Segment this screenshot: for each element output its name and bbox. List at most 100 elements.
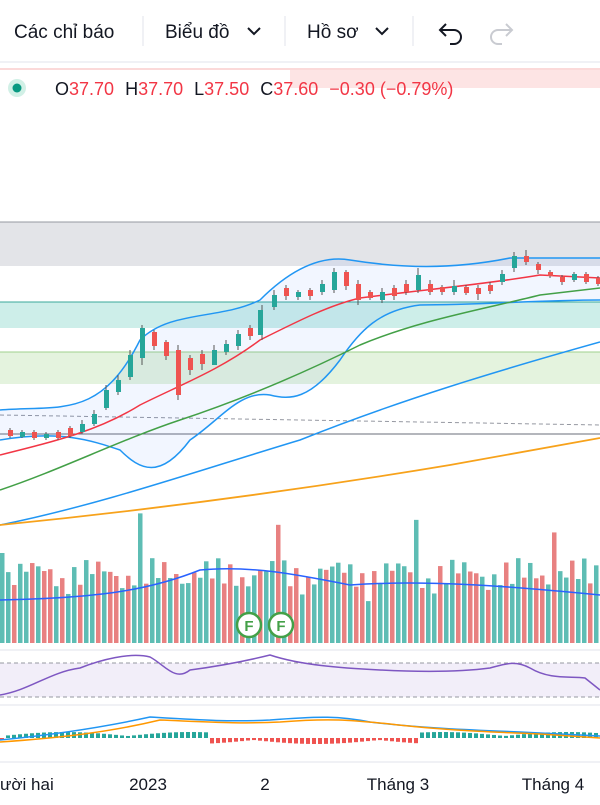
- volume-bar: [30, 563, 35, 643]
- macd-bar: [480, 733, 484, 738]
- volume-bar: [66, 593, 71, 643]
- volume-bar: [156, 578, 161, 643]
- macd-bar: [150, 733, 154, 738]
- volume-bar: [252, 575, 257, 643]
- macd-bar: [342, 738, 346, 744]
- macd-bar: [324, 738, 328, 744]
- volume-bar: [414, 519, 419, 643]
- volume-bar: [144, 583, 149, 643]
- indicators-button[interactable]: Các chỉ báo: [14, 22, 114, 43]
- macd-bar: [306, 738, 310, 744]
- volume-bar: [42, 571, 47, 643]
- macd-bar: [450, 732, 454, 738]
- volume-bar: [312, 584, 317, 643]
- macd-bar: [498, 735, 502, 738]
- macd-bar: [474, 733, 478, 738]
- dashed-line: [0, 414, 600, 426]
- macd-bar: [6, 735, 10, 738]
- volume-bar: [168, 577, 173, 643]
- macd-bar: [312, 738, 316, 744]
- macd-bar: [438, 732, 442, 738]
- volume-bar: [522, 577, 527, 643]
- macd-bar: [60, 732, 64, 738]
- ma-mid: [0, 287, 600, 491]
- macd-bar: [90, 732, 94, 738]
- volume-bar: [126, 575, 131, 643]
- macd-bar: [516, 734, 520, 738]
- volume-bar: [186, 583, 191, 643]
- macd-bar: [528, 733, 532, 738]
- macd-bar: [162, 732, 166, 738]
- volume-bar: [276, 524, 281, 643]
- volume-bar: [516, 558, 521, 643]
- lower-band: [0, 299, 600, 469]
- macd-bar: [330, 738, 334, 744]
- x-tick-label: 2023: [129, 775, 167, 794]
- volume-bar: [120, 588, 125, 643]
- event-marker-label: F: [244, 618, 253, 635]
- volume-bar: [492, 574, 497, 643]
- macd-bar: [180, 732, 184, 738]
- event-marker[interactable]: [267, 611, 295, 639]
- volume-bar: [6, 572, 11, 643]
- volume-bar: [228, 564, 233, 643]
- macd-bar: [504, 735, 508, 738]
- macd-bar: [282, 738, 286, 743]
- volume-bar: [96, 561, 101, 643]
- volume-bar: [210, 578, 215, 643]
- x-tick-label: ười hai: [0, 775, 54, 794]
- volume-bar: [582, 558, 587, 643]
- macd-bar: [360, 738, 364, 742]
- volume-bar: [294, 568, 299, 643]
- volume-bar: [528, 562, 533, 643]
- chart-type-button[interactable]: Biểu đồ: [165, 22, 229, 43]
- event-markers: F F: [235, 611, 295, 639]
- volume-bar: [420, 587, 425, 643]
- redo-button[interactable]: [490, 23, 514, 45]
- macd-bar: [138, 734, 142, 738]
- volume-bar: [378, 583, 383, 643]
- volume-bar: [318, 568, 323, 643]
- macd-bar: [30, 733, 34, 738]
- up-candles: [20, 256, 577, 438]
- macd-bar: [12, 734, 16, 738]
- x-tick-label: 2: [260, 775, 269, 794]
- macd-bar: [348, 738, 352, 743]
- macd-bar: [366, 738, 370, 742]
- macd-bar: [318, 738, 322, 744]
- volume-bar: [576, 579, 581, 643]
- rsi-band: [0, 663, 600, 697]
- volume-bar: [270, 561, 275, 643]
- volume-bar: [72, 567, 77, 643]
- macd-bar: [48, 732, 52, 738]
- macd-bar: [264, 738, 268, 742]
- volume-bar: [342, 572, 347, 643]
- event-marker[interactable]: [235, 611, 263, 639]
- x-tick-label: Tháng 4: [522, 775, 584, 794]
- undo-button[interactable]: [438, 23, 462, 45]
- volume-bar: [330, 566, 335, 643]
- volume-bar: [108, 571, 113, 643]
- volume-bar: [462, 562, 467, 643]
- label: O: [55, 79, 69, 99]
- macd-bar: [144, 734, 148, 738]
- volume-bar: [48, 569, 53, 643]
- volume-bar: [24, 571, 29, 643]
- macd-bar: [174, 732, 178, 738]
- volume-bar: [162, 562, 167, 643]
- volume-bar: [102, 571, 107, 643]
- macd-bar: [78, 732, 82, 738]
- macd-bar: [390, 738, 394, 742]
- volume-bar: [564, 577, 569, 643]
- price-band: [290, 70, 600, 88]
- value: 37.70: [138, 79, 183, 99]
- volume-bar: [234, 585, 239, 643]
- macd-bar: [444, 732, 448, 738]
- profile-button[interactable]: Hồ sơ: [307, 22, 359, 43]
- volume-bar: [90, 574, 95, 643]
- volume-bar: [546, 584, 551, 643]
- volume-bar: [216, 558, 221, 643]
- volume-bar: [54, 586, 59, 643]
- zone: [0, 222, 600, 266]
- volume-bar: [444, 583, 449, 643]
